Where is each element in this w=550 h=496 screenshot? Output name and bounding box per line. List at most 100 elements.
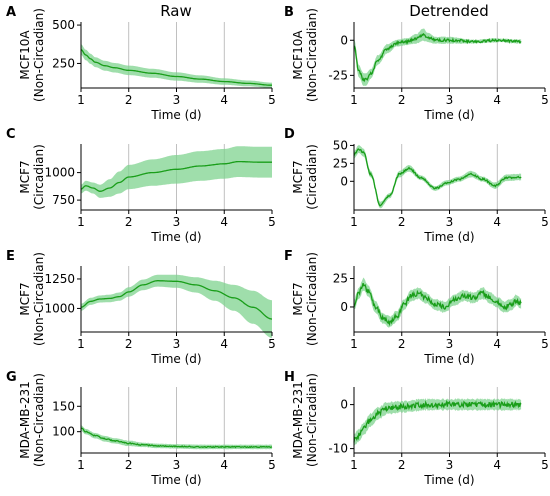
x-tick-label: 2 [398,93,406,107]
x-tick-label: 3 [446,93,454,107]
x-tick-label: 1 [77,458,85,472]
x-tick-label: 1 [77,215,85,229]
error-band [81,274,272,338]
y-axis-label-line: MCF7 [291,282,305,315]
x-tick-label: 4 [493,458,501,472]
x-tick-label: 3 [446,458,454,472]
x-tick-label: 3 [173,337,181,351]
column-title-raw: Raw [160,2,192,20]
panel-letter: D [284,127,295,142]
y-tick-label: 100 [52,425,75,439]
y-tick-label: 1250 [44,272,75,286]
y-axis-label-line: (Circadian) [32,144,46,210]
x-tick-label: 1 [77,337,85,351]
panel-f: F 1 2 3 4 5 0 25 Time (d) MCF7(Non-Circadian) [284,249,549,366]
x-tick-label: 1 [350,458,358,472]
y-axis-label-line: MCF7 [291,160,305,193]
y-axis-label-line: (Non-Circadian) [305,252,319,346]
x-tick-label: 5 [268,337,276,351]
y-axis-label-line: MCF7 [18,160,32,193]
x-tick-label: 4 [220,337,228,351]
error-band [354,28,522,86]
y-axis-label-line: (Non-Circadian) [32,252,46,346]
series-line [353,399,522,443]
y-tick-label: -10 [328,442,348,456]
x-axis-label: Time (d) [150,230,201,244]
x-axis-label: Time (d) [423,352,474,366]
series-line [353,32,522,83]
x-tick-label: 5 [541,458,549,472]
x-tick-label: 1 [350,93,358,107]
y-axis-label-line: (Circadian) [305,144,319,210]
x-tick-label: 3 [173,215,181,229]
x-tick-label: 4 [493,215,501,229]
panel-a: A 1 2 3 4 5 250 500 Time (d) MCF10A(Non-Circadian… [6,5,276,122]
y-axis-label: MDA-MB-231(Non-Circadian) [18,373,46,467]
x-axis-label: Time (d) [150,108,201,122]
x-tick-label: 2 [125,458,133,472]
y-axis-label-line: (Non-Circadian) [305,373,319,467]
x-tick-label: 5 [541,337,549,351]
series-line [353,282,522,327]
y-tick-label: 1000 [44,301,75,315]
y-axis-label: MCF7(Non-Circadian) [18,252,46,346]
y-tick-label: 25 [333,272,348,286]
x-tick-label: 5 [541,93,549,107]
y-axis-label-line: (Non-Circadian) [32,373,46,467]
error-band [354,398,522,447]
y-axis-label: MCF10A(Non-Circadian) [291,8,319,102]
y-tick-label: 0 [340,398,348,412]
y-axis-label-line: MDA-MB-231 [291,381,305,458]
x-tick-label: 5 [268,93,276,107]
y-tick-label: 150 [52,399,75,413]
series-line [80,427,273,449]
x-tick-label: 1 [77,93,85,107]
y-axis-label-line: MCF7 [18,282,32,315]
series-line [80,49,272,86]
x-tick-label: 2 [125,93,133,107]
x-tick-label: 4 [220,458,228,472]
x-axis-label: Time (d) [150,352,201,366]
series-line [80,280,272,320]
panel-g: G 1 2 3 4 5 100 150 Time (d) MDA-MB-231(Non-Circa… [6,370,276,487]
x-tick-label: 3 [173,458,181,472]
panel-letter: A [6,5,16,20]
x-tick-label: 1 [350,215,358,229]
x-tick-label: 4 [220,93,228,107]
y-tick-label: 50 [333,138,348,152]
panel-letter: C [6,127,16,142]
x-tick-label: 2 [125,215,133,229]
y-tick-label: 1000 [44,166,75,180]
x-tick-label: 3 [446,215,454,229]
error-band [81,146,272,198]
panel-c: C 1 2 3 4 5 750 1000 Time (d) MCF7(Circadian) [6,127,276,244]
y-tick-label: 0 [340,174,348,188]
x-tick-label: 4 [493,337,501,351]
y-axis-label-line: MDA-MB-231 [18,381,32,458]
y-axis-label: MCF7(Circadian) [18,144,46,210]
y-axis-label: MDA-MB-231(Non-Circadian) [291,373,319,467]
panel-letter: F [284,249,293,264]
panel-letter: G [6,370,17,385]
y-tick-label: -25 [328,68,348,82]
y-axis-label-line: MCF10A [291,30,305,80]
y-axis-label-line: MCF10A [18,30,32,80]
x-tick-label: 2 [398,458,406,472]
panel-h: H 1 2 3 4 5 -10 0 Time (d) MDA-MB-231(Non-Circadi… [284,370,549,487]
y-axis-label: MCF10A(Non-Circadian) [18,8,46,102]
y-tick-label: 250 [52,56,75,70]
x-tick-label: 2 [398,337,406,351]
panel-letter: E [6,249,15,264]
y-tick-label: 500 [52,18,75,32]
y-axis-label-line: (Non-Circadian) [32,8,46,102]
x-tick-label: 4 [220,215,228,229]
y-tick-label: 25 [333,156,348,170]
y-axis-label: MCF7(Circadian) [291,144,319,210]
panel-letter: H [284,370,295,385]
y-axis-label: MCF7(Non-Circadian) [291,252,319,346]
series-line [353,148,522,207]
x-tick-label: 1 [350,337,358,351]
